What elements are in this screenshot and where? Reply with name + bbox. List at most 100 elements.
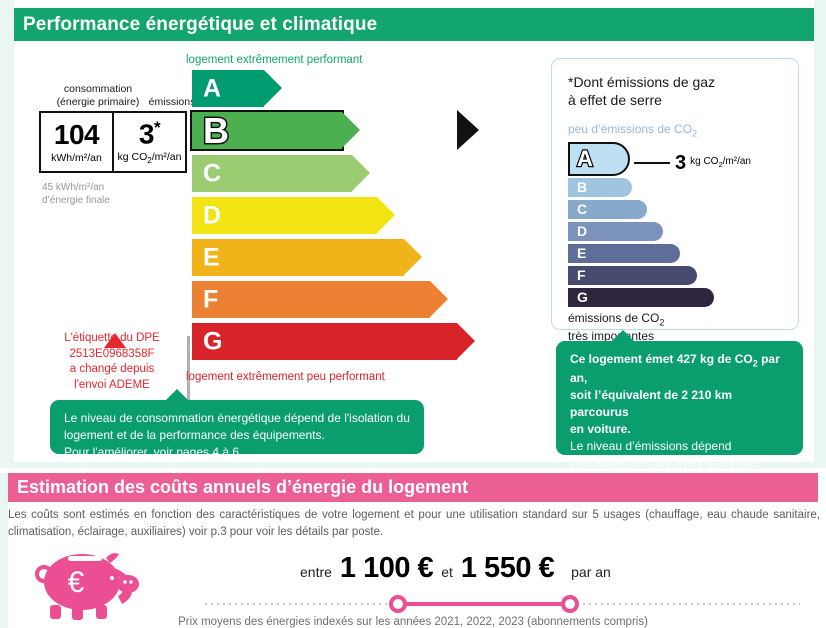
co2-unit: kg CO2/m²/an bbox=[690, 156, 751, 169]
costs-section-title: Estimation des coûts annuels d’énergie d… bbox=[8, 473, 818, 502]
co2-top-caption: peu d’émissions de CO2 bbox=[568, 122, 784, 138]
arrow-tip-outline bbox=[457, 110, 479, 150]
co2-class-letter: F bbox=[577, 267, 586, 284]
energy-class-bar-g: G bbox=[192, 323, 475, 360]
arrow-tip bbox=[342, 112, 360, 148]
co2-bottom-caption: émissions de CO2 très importantes bbox=[568, 311, 784, 345]
co2-bar-body: F bbox=[568, 265, 697, 285]
class-letter: C bbox=[203, 159, 222, 187]
co2-bar-body: G bbox=[568, 287, 714, 307]
bar-body: B bbox=[190, 109, 360, 151]
bar-body: C bbox=[192, 155, 370, 192]
co2-bar-body: D bbox=[568, 221, 663, 241]
slider-handle-max[interactable] bbox=[561, 595, 579, 613]
co2-class-bar-f: F bbox=[568, 265, 784, 285]
energy-class-bar-f: F bbox=[192, 281, 457, 318]
energy-callout-line3: Pour l'améliorer, voir pages 4 à 6 bbox=[64, 445, 240, 460]
co2-callout-line1: Ce logement émet 427 kg de CO2 par an, bbox=[570, 352, 780, 385]
dpe-note-line3: a changé depuis bbox=[69, 363, 155, 376]
arrow-tip bbox=[377, 197, 395, 233]
final-energy-line2: d’énergie finale bbox=[42, 195, 110, 206]
bar-body: A bbox=[192, 70, 282, 107]
dpe-number: 2513E0968358F bbox=[69, 347, 155, 360]
co2-callout-line3: en voiture. bbox=[570, 422, 631, 437]
cost-min-value: 1 100 € bbox=[339, 552, 434, 584]
left-gutter bbox=[0, 0, 14, 462]
emissions-unit-prefix: kg CO bbox=[117, 151, 148, 164]
energy-info-callout: Le niveau de consommation énergétique dé… bbox=[50, 389, 424, 459]
dpe-note-line1: L'étiquette du DPE bbox=[64, 332, 160, 344]
price-index-note: Prix moyens des énergies indexés sur les… bbox=[178, 616, 648, 628]
final-energy-line1: 45 kWh/m²/an bbox=[42, 182, 105, 193]
cost-max-value: 1 550 € bbox=[460, 552, 555, 584]
arrow-tip bbox=[457, 323, 475, 359]
energy-callout-line2: logement et de la performance des équipe… bbox=[64, 428, 325, 443]
co2-class-letter: A bbox=[576, 145, 594, 171]
slider-active-track bbox=[397, 602, 569, 606]
co2-class-letter: C bbox=[577, 201, 588, 218]
energy-class-bar-c: C bbox=[192, 155, 457, 192]
emissions-value-cell: 3* kg CO2/m²/an bbox=[114, 113, 185, 171]
co2-class-bar-c: C bbox=[568, 199, 784, 219]
emissions-unit-sub: 2 bbox=[147, 156, 152, 166]
callout-pointer bbox=[612, 330, 634, 341]
co2-foot-line1: émissions de CO bbox=[568, 310, 660, 325]
cost-range-line: entre 1 100 € et 1 550 € par an bbox=[300, 552, 611, 585]
co2-callout-line1a: Ce logement émet 427 kg de CO bbox=[570, 352, 753, 366]
emissions-star: * bbox=[153, 117, 161, 137]
energy-label-block: logement extrêmement performant consomma… bbox=[14, 41, 544, 461]
co2-bar-body: A bbox=[568, 141, 630, 176]
co2-class-letter: B bbox=[577, 179, 588, 196]
section-divider bbox=[0, 462, 826, 468]
costs-description: Les coûts sont estimés en fonction des c… bbox=[8, 509, 820, 539]
co2-bar-body: B bbox=[568, 177, 632, 197]
consumption-unit: kWh/m²/an bbox=[51, 151, 102, 164]
and-label: et bbox=[441, 564, 453, 580]
co2-bar-body: C bbox=[568, 199, 647, 219]
co2-callout-line1-sub: 2 bbox=[752, 358, 758, 369]
co2-value: 3 bbox=[675, 151, 687, 174]
arrow-tip bbox=[404, 239, 422, 275]
co2-unit-prefix: kg CO bbox=[690, 156, 719, 168]
energy-class-bar-b: B bbox=[190, 109, 479, 151]
co2-class-bar-a: A bbox=[568, 141, 784, 176]
callout-leader-line bbox=[634, 161, 670, 165]
cost-range-slider[interactable] bbox=[205, 593, 800, 615]
right-gutter bbox=[814, 0, 826, 462]
energy-callout-line1: Le niveau de consommation énergétique dé… bbox=[64, 411, 410, 425]
emissions-unit: kg CO2/m²/an bbox=[118, 151, 182, 165]
co2-top-caption-sub: 2 bbox=[692, 128, 698, 139]
warning-triangle-icon bbox=[104, 333, 126, 348]
co2-bar-body: E bbox=[568, 243, 680, 263]
co2-class-bar-b: B bbox=[568, 177, 784, 197]
arrow-tip bbox=[352, 155, 370, 191]
consumption-value-cell: 104 kWh/m²/an bbox=[41, 113, 114, 171]
co2-unit-sub: 2 bbox=[718, 160, 723, 170]
emissions-value: 3* bbox=[138, 117, 161, 150]
per-year-label: par an bbox=[571, 564, 611, 580]
bar-body: E bbox=[192, 239, 422, 276]
co2-callout-line4: Le niveau d’émissions dépend bbox=[570, 439, 732, 454]
slider-handle-min[interactable] bbox=[389, 595, 407, 613]
co2-class-bar-d: D bbox=[568, 221, 784, 241]
class-letter: F bbox=[203, 285, 219, 313]
co2-callout-line1b: par an, bbox=[570, 352, 780, 386]
callout-pointer bbox=[166, 389, 188, 400]
energy-class-bar-d: D bbox=[192, 197, 457, 234]
bottom-performance-caption: logement extrêmement peu performant bbox=[186, 371, 385, 383]
emissions-number: 3 bbox=[138, 118, 155, 150]
class-letter: D bbox=[203, 201, 222, 229]
energy-class-bar-e: E bbox=[192, 239, 457, 276]
class-letter: A bbox=[203, 74, 222, 102]
co2-class-letter: E bbox=[577, 245, 587, 262]
between-label: entre bbox=[300, 564, 332, 580]
svg-text:€: € bbox=[68, 566, 85, 599]
class-letter: B bbox=[202, 109, 231, 151]
co2-info-callout: Ce logement émet 427 kg de CO2 par an, s… bbox=[556, 330, 803, 487]
co2-value-callout: 3 kg CO2/m²/an bbox=[634, 153, 751, 173]
consumption-label: consommation (énergie primaire) bbox=[42, 83, 154, 109]
co2-class-letter: G bbox=[577, 289, 588, 306]
co2-class-letter: D bbox=[577, 223, 588, 240]
